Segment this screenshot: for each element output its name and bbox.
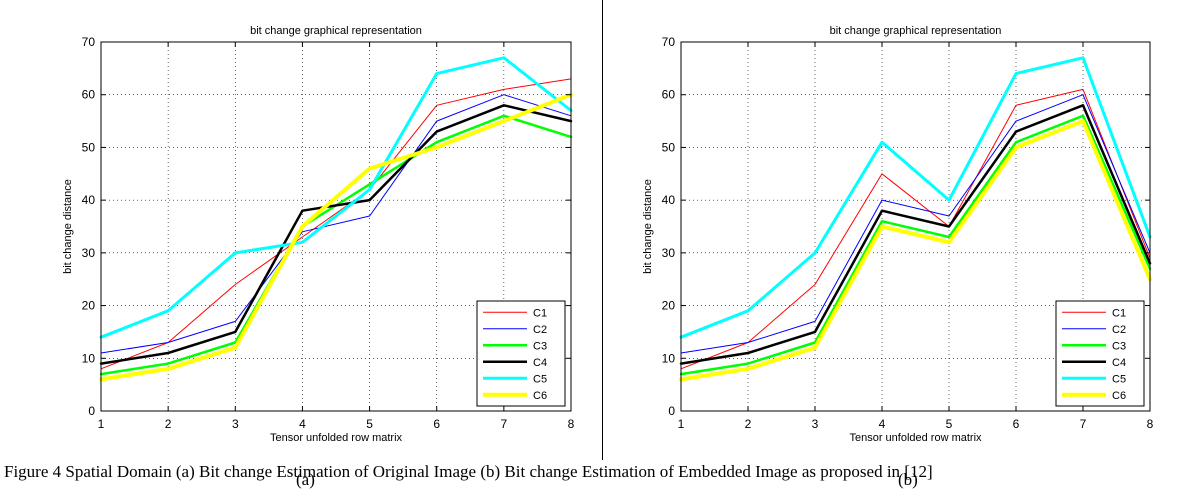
chart-a-y-tick-label: 60	[82, 88, 96, 102]
chart-b-x-tick-label: 4	[879, 417, 886, 431]
chart-a-x-tick-label: 8	[568, 417, 575, 431]
chart-b-y-tick-label: 30	[662, 246, 676, 260]
chart-a-x-axis-label: Tensor unfolded row matrix	[270, 432, 403, 444]
chart-b-legend-label-c6: C6	[1112, 390, 1126, 402]
chart-a-x-tick-label: 7	[501, 417, 508, 431]
chart-a-legend-label-c3: C3	[533, 340, 547, 352]
chart-b-y-tick-label: 40	[662, 193, 676, 207]
chart-a-legend-box	[476, 300, 566, 407]
chart-a-series-line-c4	[99, 104, 573, 365]
chart-b-y-tick-label: 20	[662, 299, 676, 313]
chart-b-series-line-c3	[679, 114, 1152, 376]
chart-a-legend-label-c6: C6	[533, 390, 547, 402]
chart-b-axes-box	[680, 41, 1151, 412]
chart-b-x-tick-label: 8	[1147, 417, 1154, 431]
chart-a-y-tick-label: 70	[82, 35, 96, 49]
chart-b-legend-label-c4: C4	[1112, 357, 1126, 369]
chart-a-y-tick-label: 0	[88, 404, 95, 418]
chart-b-x-tick-label: 5	[946, 417, 953, 431]
chart-a-y-tick-label: 20	[82, 299, 96, 313]
chart-a-axes-box	[100, 41, 572, 412]
chart-panel-a: 1 2 3 4 5 6 7 8 0 10 20 30 40 50 60 70 bit change graphi…	[0, 0, 603, 460]
chart-a-x-tick-label: 6	[433, 417, 440, 431]
chart-a-x-tick-label: 3	[232, 417, 239, 431]
chart-a-series-line-c5	[99, 56, 573, 339]
chart-b-svg: 1 2 3 4 5 6 7 8 0 10 20 30 40 50 60 70 bit change graphi…	[642, 25, 1154, 444]
chart-b-series-line-c2	[680, 94, 1151, 354]
chart-b-y-tick-label: 0	[668, 404, 675, 418]
chart-b-series-line-c6	[679, 119, 1152, 382]
chart-b-y-tick-label: 50	[662, 140, 676, 154]
chart-a-legend-label-c5: C5	[533, 373, 547, 385]
chart-a-y-axis-label: bit change distance	[62, 179, 74, 274]
chart-b-x-tick-label: 3	[812, 417, 819, 431]
caption-sub-b: (b)	[898, 470, 918, 489]
chart-b-y-axis-label: bit change distance	[642, 179, 654, 274]
chart-b-x-tick-label: 1	[678, 417, 685, 431]
figure-caption: Figure 4 Spatial Domain (a) Bit change E…	[0, 460, 1204, 491]
chart-a-legend-label-c4: C4	[533, 357, 547, 369]
chart-a-y-tick-label: 40	[82, 193, 96, 207]
chart-b-legend-label-c1: C1	[1112, 307, 1126, 319]
chart-a-x-tick-label: 5	[366, 417, 373, 431]
chart-a-legend-label-c1: C1	[533, 307, 547, 319]
chart-b-y-tick-label: 60	[662, 88, 676, 102]
chart-b-legend-box	[1055, 300, 1145, 407]
chart-b-x-tick-label: 2	[745, 417, 752, 431]
chart-a-y-tick-label: 30	[82, 246, 96, 260]
chart-a-series-line-c2	[100, 94, 572, 354]
chart-a-y-tick-label: 50	[82, 140, 96, 154]
chart-a-series-line-c1	[100, 78, 572, 370]
chart-b-title: bit change graphical representation	[830, 25, 1002, 37]
caption-sub-a: (a)	[296, 470, 315, 489]
chart-b-x-tick-label: 7	[1080, 417, 1087, 431]
chart-b-series-line-c5	[679, 56, 1152, 339]
chart-a-svg: 1 2 3 4 5 6 7 8 0 10 20 30 40 50 60 70 bit change graphi…	[62, 25, 575, 444]
chart-b-legend-label-c3: C3	[1112, 340, 1126, 352]
chart-b-y-tick-label: 70	[662, 35, 676, 49]
chart-a-x-tick-label: 2	[165, 417, 172, 431]
chart-a-legend-label-c2: C2	[533, 324, 547, 336]
chart-b-legend-label-c5: C5	[1112, 373, 1126, 385]
chart-a-x-tick-label: 1	[98, 417, 105, 431]
chart-a-title: bit change graphical representation	[250, 25, 422, 37]
chart-b-x-axis-label: Tensor unfolded row matrix	[849, 432, 982, 444]
chart-b-x-tick-label: 6	[1013, 417, 1020, 431]
caption-text: Figure 4 Spatial Domain (a) Bit change E…	[4, 462, 933, 481]
chart-a-y-tick-label: 10	[82, 351, 96, 365]
chart-b-legend-label-c2: C2	[1112, 324, 1126, 336]
chart-b-series-line-c4	[679, 104, 1152, 365]
chart-panel-b: 1 2 3 4 5 6 7 8 0 10 20 30 40 50 60 70 bit change graphi…	[603, 0, 1204, 460]
chart-b-y-tick-label: 10	[662, 351, 676, 365]
chart-b-series-line-c1	[680, 88, 1151, 370]
chart-a-series-line-c6	[99, 92, 573, 382]
chart-a-x-tick-label: 4	[299, 417, 306, 431]
